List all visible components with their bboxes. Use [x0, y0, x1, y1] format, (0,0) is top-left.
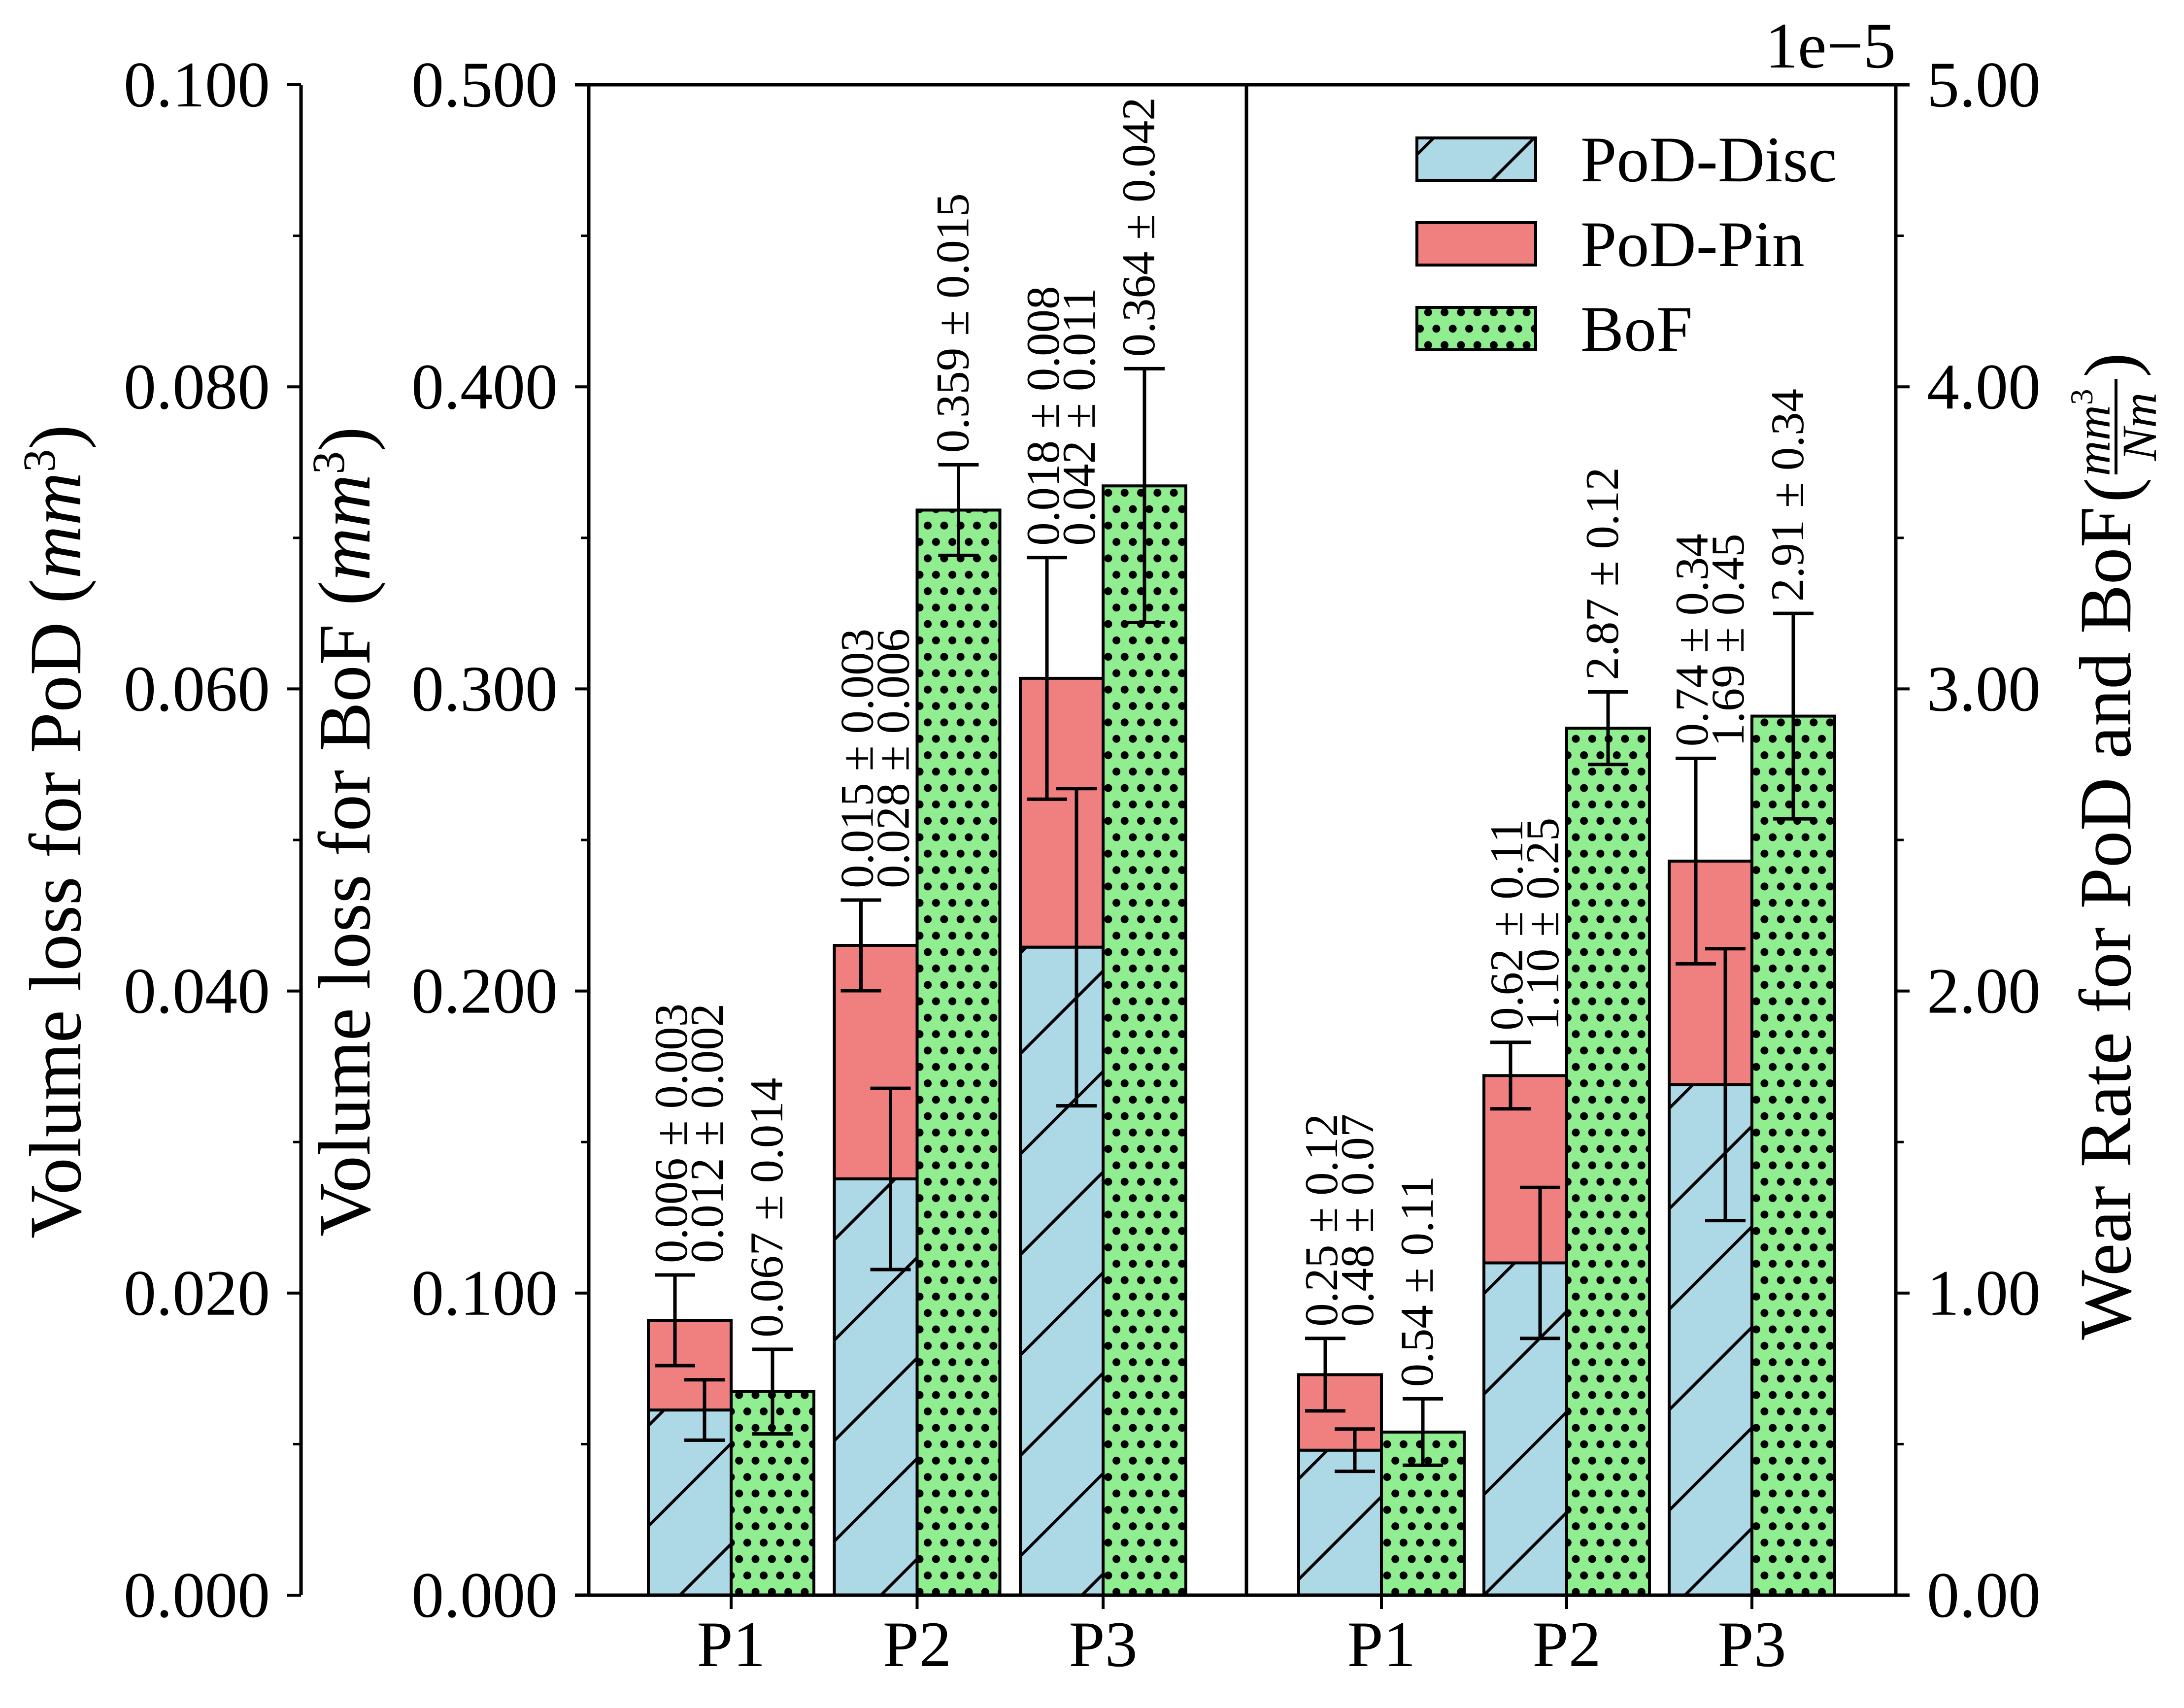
- svg-text:0.028 ± 0.006: 0.028 ± 0.006: [867, 629, 919, 888]
- svg-text:0.020: 0.020: [124, 1257, 270, 1329]
- svg-text:Volume loss for BoF (mm3): Volume loss for BoF (mm3): [303, 427, 386, 1237]
- svg-text:0.300: 0.300: [411, 652, 558, 725]
- svg-text:1e−5: 1e−5: [1765, 9, 1896, 82]
- svg-text:0.400: 0.400: [411, 350, 558, 423]
- svg-text:0.48 ± 0.07: 0.48 ± 0.07: [1331, 1114, 1383, 1327]
- svg-text:(: (: [2070, 478, 2151, 502]
- svg-text:PoD-Pin: PoD-Pin: [1580, 208, 1805, 280]
- svg-text:): ): [2070, 353, 2151, 377]
- svg-text:0.54 ± 0.11: 0.54 ± 0.11: [1391, 1176, 1443, 1387]
- svg-text:PoD-Disc: PoD-Disc: [1580, 123, 1837, 196]
- svg-text:0.100: 0.100: [411, 1257, 558, 1329]
- svg-text:5.00: 5.00: [1927, 48, 2041, 121]
- svg-text:0.080: 0.080: [124, 350, 270, 423]
- svg-text:0.62 ± 0.11: 0.62 ± 0.11: [1480, 819, 1533, 1031]
- svg-text:P2: P2: [1532, 1608, 1601, 1680]
- svg-text:0.015 ± 0.003: 0.015 ± 0.003: [831, 629, 883, 888]
- svg-text:0.060: 0.060: [124, 652, 270, 725]
- svg-text:0.25 ± 0.12: 0.25 ± 0.12: [1295, 1114, 1347, 1327]
- svg-text:Wear Rate for PoD and BoF: Wear Rate for PoD and BoF: [2065, 506, 2147, 1340]
- svg-text:1.00: 1.00: [1927, 1257, 2041, 1329]
- svg-text:P2: P2: [883, 1608, 951, 1680]
- svg-text:mm3: mm3: [2064, 389, 2120, 476]
- svg-text:0.018 ± 0.008: 0.018 ± 0.008: [1017, 286, 1069, 546]
- svg-text:P1: P1: [1347, 1608, 1415, 1680]
- svg-text:1.10 ± 0.25: 1.10 ± 0.25: [1516, 818, 1569, 1031]
- svg-text:0.74 ± 0.34: 0.74 ± 0.34: [1666, 534, 1718, 746]
- svg-text:Volume loss for PoD (mm3): Volume loss for PoD (mm3): [14, 425, 97, 1239]
- svg-text:2.91 ± 0.34: 2.91 ± 0.34: [1761, 389, 1814, 602]
- svg-text:0.359 ± 0.015: 0.359 ± 0.015: [927, 193, 979, 453]
- svg-text:0.040: 0.040: [124, 955, 270, 1027]
- svg-text:0.100: 0.100: [124, 48, 270, 121]
- svg-text:0.042 ± 0.011: 0.042 ± 0.011: [1053, 288, 1105, 546]
- svg-text:0.364 ± 0.042: 0.364 ± 0.042: [1112, 97, 1165, 357]
- svg-text:2.87 ± 0.12: 2.87 ± 0.12: [1576, 467, 1628, 680]
- svg-text:0.012 ± 0.002: 0.012 ± 0.002: [681, 1004, 733, 1263]
- svg-text:Nm: Nm: [2112, 393, 2167, 462]
- svg-text:1.69 ± 0.45: 1.69 ± 0.45: [1702, 534, 1754, 746]
- svg-text:P3: P3: [1069, 1608, 1137, 1680]
- svg-text:0.006 ± 0.003: 0.006 ± 0.003: [645, 1004, 697, 1263]
- svg-text:0.000: 0.000: [411, 1559, 558, 1631]
- svg-text:2.00: 2.00: [1927, 955, 2041, 1027]
- svg-text:0.00: 0.00: [1927, 1559, 2041, 1631]
- svg-text:P3: P3: [1717, 1608, 1786, 1680]
- svg-text:0.000: 0.000: [124, 1559, 270, 1631]
- svg-text:P1: P1: [697, 1608, 765, 1680]
- svg-text:4.00: 4.00: [1927, 350, 2041, 423]
- svg-text:0.200: 0.200: [411, 955, 558, 1027]
- svg-text:3.00: 3.00: [1927, 652, 2041, 725]
- svg-text:0.067 ± 0.014: 0.067 ± 0.014: [740, 1078, 793, 1338]
- svg-text:0.500: 0.500: [411, 48, 558, 121]
- svg-text:BoF: BoF: [1580, 293, 1692, 365]
